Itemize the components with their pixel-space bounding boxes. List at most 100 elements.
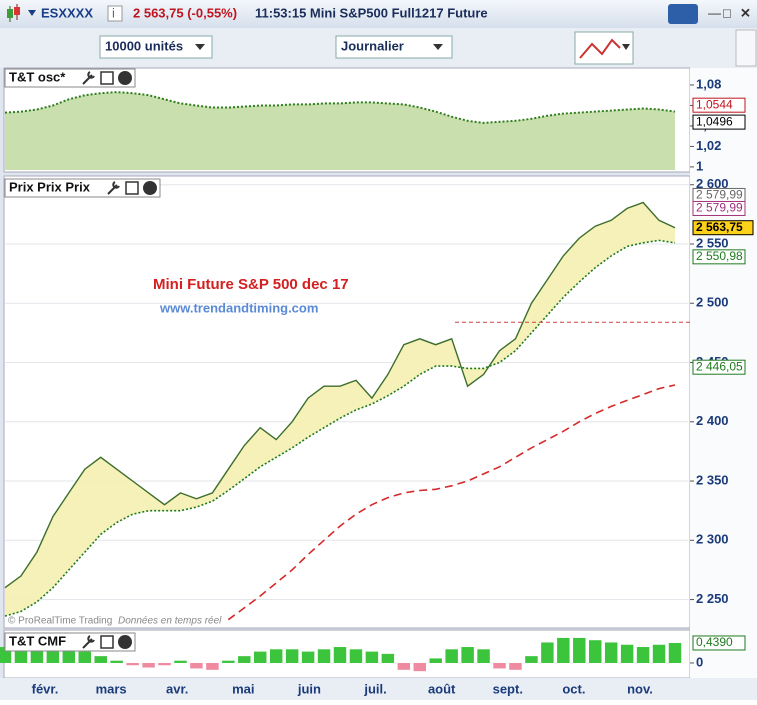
cmf-bar — [333, 647, 347, 663]
settings-button[interactable] — [107, 181, 120, 195]
cmf-bar — [429, 658, 442, 663]
cmf-bar — [94, 656, 107, 663]
x-tick-label: mai — [232, 681, 254, 696]
price-label-text: 1,0544 — [696, 97, 733, 111]
cmf-bar — [62, 649, 76, 663]
price-label-box — [692, 635, 746, 651]
cmf-bar — [269, 649, 283, 663]
cmf-bar — [126, 662, 139, 666]
close-button[interactable] — [118, 635, 132, 649]
price-label: 2 563,75 — [692, 220, 754, 236]
price-label-text: 2 563,75 — [696, 220, 743, 234]
maximize-button[interactable]: □ — [723, 5, 731, 20]
panel-title: Prix Prix Prix — [9, 179, 91, 194]
period-select[interactable] — [335, 35, 453, 59]
dropdown-arrow — [195, 44, 205, 50]
price-label-text: 2 579,99 — [696, 188, 743, 202]
y-tick-label: 2 250 — [696, 591, 729, 606]
close-button[interactable] — [143, 181, 157, 195]
price-label-box — [692, 97, 746, 113]
x-tick-label: sept. — [493, 681, 523, 696]
cmf-bar — [525, 656, 538, 663]
cmf-bar — [0, 647, 12, 663]
keyboard-button[interactable] — [668, 4, 698, 24]
cmf-bar — [158, 662, 171, 666]
cmf-bar — [381, 653, 395, 663]
price-label-text: 1,0496 — [696, 114, 733, 128]
cmf-bar — [190, 662, 203, 669]
x-tick-label: mars — [96, 681, 127, 696]
cmf-bar — [461, 647, 474, 663]
cmf-bar — [509, 662, 522, 670]
cmf-bar — [222, 660, 235, 663]
price-label: 2 579,99 — [692, 188, 746, 203]
cmf-bar — [541, 642, 554, 663]
window-button[interactable] — [100, 635, 114, 649]
y-tick-label: 0 — [696, 654, 703, 669]
annotation: www.trendandtiming.com — [159, 300, 318, 315]
units-value: 10000 unités — [105, 38, 183, 53]
series-line — [4, 201, 676, 589]
price-label-box — [692, 359, 746, 375]
settings-button[interactable] — [82, 71, 95, 85]
dropdown-arrow[interactable] — [28, 10, 36, 16]
settings-button[interactable] — [82, 635, 95, 649]
credit: © ProRealTime Trading — [8, 616, 112, 627]
candle-icon — [7, 4, 20, 22]
price-label: 2 550,98 — [692, 249, 746, 265]
panel-title: T&T osc* — [9, 69, 66, 84]
x-tick-label: avr. — [166, 681, 188, 696]
window-button[interactable] — [125, 181, 139, 195]
close-button[interactable]: ✕ — [740, 5, 751, 20]
cmf-bar — [557, 637, 570, 663]
x-tick-label: oct. — [562, 681, 585, 696]
y-tick-label: 1 — [696, 158, 703, 173]
price-label-box — [692, 200, 746, 216]
last-price: 2 563,75 (-0,55%) — [133, 5, 237, 20]
x-tick-label: févr. — [32, 681, 59, 696]
cmf-bar — [349, 649, 363, 663]
cmf-bar — [493, 662, 506, 669]
annotation: Mini Future S&P 500 dec 17 — [153, 276, 349, 293]
price-label-box — [692, 249, 746, 265]
price-label-text: 2 446,05 — [696, 359, 743, 373]
cmf-bar — [142, 662, 155, 668]
cmf-bar — [365, 651, 379, 663]
price-label-box — [692, 114, 746, 130]
cmf-bar — [604, 642, 618, 663]
period-value: Journalier — [341, 38, 404, 53]
chart-type-button[interactable] — [574, 31, 634, 65]
minimize-button[interactable]: — — [708, 5, 721, 20]
cmf-bar — [636, 647, 650, 663]
cmf-bar — [668, 642, 682, 663]
symbol[interactable]: ESXXXX — [41, 5, 93, 20]
price-label: 2 579,99 — [692, 200, 746, 216]
cmf-bar — [620, 644, 634, 663]
info-button[interactable] — [107, 5, 123, 22]
y-tick-label: 1,02 — [696, 138, 721, 153]
y-tick-label: 2 600 — [696, 176, 729, 191]
x-tick-label: juin — [297, 681, 321, 696]
cmf-bar — [397, 662, 411, 670]
units-select[interactable] — [99, 35, 213, 59]
cmf-bar — [652, 644, 666, 663]
price-label-text: 2 579,99 — [696, 201, 743, 215]
price-label: 2 446,05 — [692, 359, 746, 375]
y-tick-label: 1,08 — [696, 76, 721, 91]
y-tick-label: 2 500 — [696, 295, 729, 310]
side-button[interactable] — [735, 29, 757, 67]
cmf-bar — [206, 662, 219, 670]
cmf-bar — [254, 651, 267, 663]
cmf-bar — [317, 649, 331, 663]
close-button[interactable] — [118, 71, 132, 85]
y-tick-label: 2 550 — [696, 235, 729, 250]
dropdown-arrow — [433, 44, 443, 50]
y-tick-label: 2 300 — [696, 532, 729, 547]
instrument-info: 11:53:15 Mini S&P500 Full1217 Future — [255, 5, 488, 20]
y-tick-label: 2 400 — [696, 413, 729, 428]
chart-type-icon — [579, 38, 621, 59]
price-label-box — [692, 220, 754, 236]
window-button[interactable] — [100, 71, 114, 85]
ma-band — [5, 202, 675, 617]
